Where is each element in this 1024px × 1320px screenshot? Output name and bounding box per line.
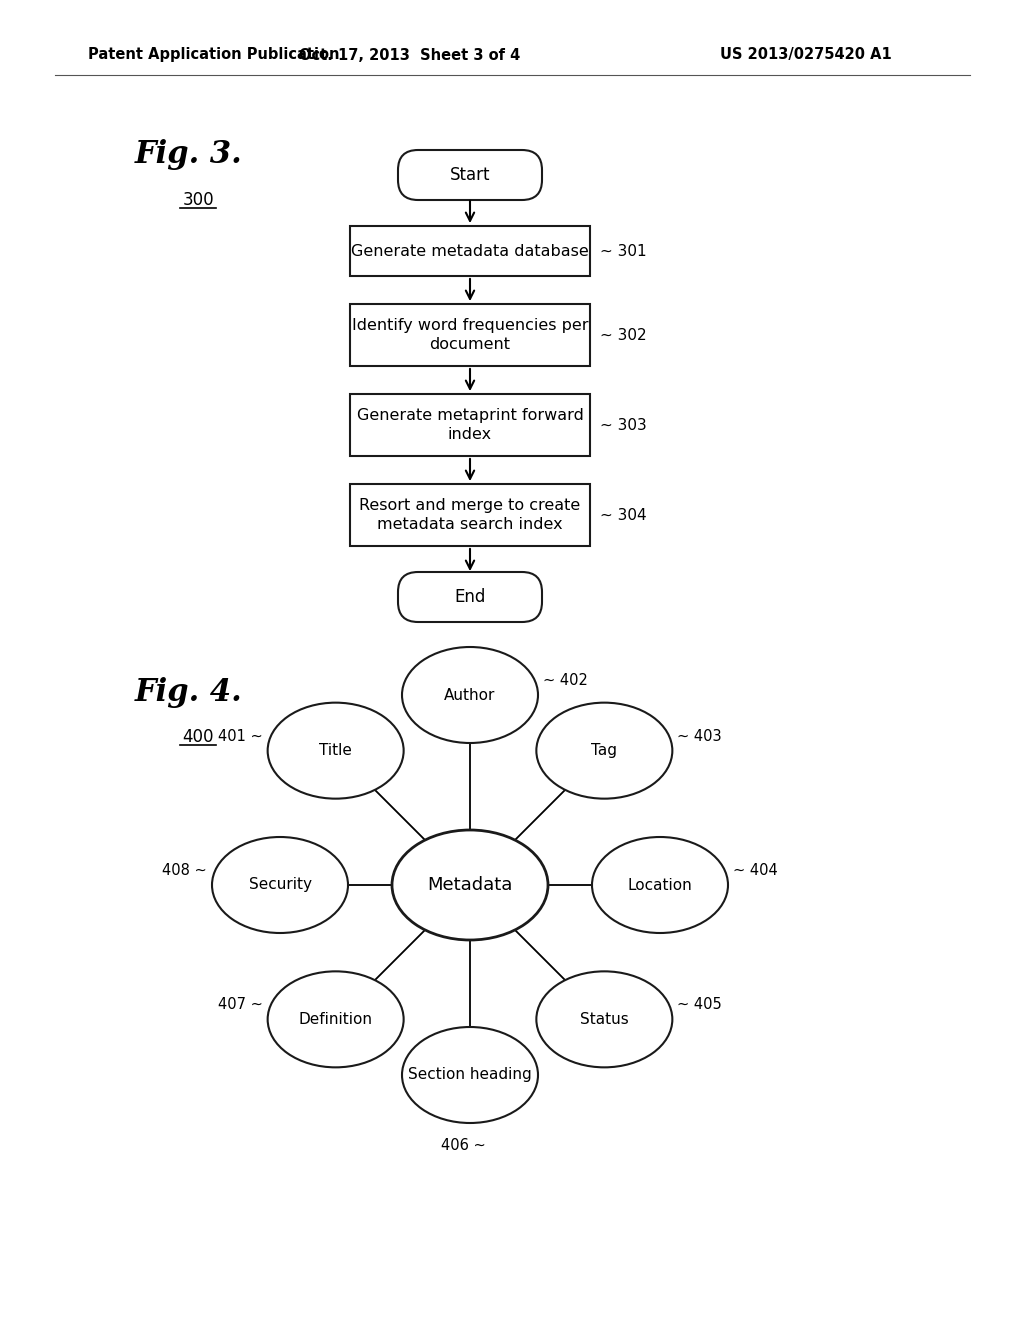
- Text: ∼ 403: ∼ 403: [677, 729, 722, 743]
- Text: ∼ 402: ∼ 402: [543, 673, 588, 688]
- Text: Start: Start: [450, 166, 490, 183]
- Ellipse shape: [392, 830, 548, 940]
- Text: Section heading: Section heading: [409, 1068, 531, 1082]
- Text: Generate metaprint forward
index: Generate metaprint forward index: [356, 408, 584, 442]
- Text: Fig. 3.: Fig. 3.: [135, 140, 243, 170]
- Text: ∼ 304: ∼ 304: [600, 507, 646, 523]
- Ellipse shape: [537, 702, 673, 799]
- Text: 300: 300: [182, 191, 214, 209]
- Text: US 2013/0275420 A1: US 2013/0275420 A1: [720, 48, 892, 62]
- Text: Oct. 17, 2013  Sheet 3 of 4: Oct. 17, 2013 Sheet 3 of 4: [299, 48, 520, 62]
- Text: Fig. 4.: Fig. 4.: [135, 677, 243, 709]
- Text: Security: Security: [249, 878, 311, 892]
- Ellipse shape: [267, 702, 403, 799]
- Text: Tag: Tag: [591, 743, 617, 758]
- Text: ∼ 404: ∼ 404: [733, 863, 778, 878]
- Text: Identify word frequencies per
document: Identify word frequencies per document: [352, 318, 588, 352]
- Text: 408 ∼: 408 ∼: [162, 863, 207, 878]
- FancyBboxPatch shape: [350, 484, 590, 546]
- Text: ∼ 302: ∼ 302: [600, 327, 646, 342]
- Text: Metadata: Metadata: [427, 876, 513, 894]
- Text: Location: Location: [628, 878, 692, 892]
- Text: 400: 400: [182, 729, 214, 746]
- Text: Title: Title: [319, 743, 352, 758]
- Ellipse shape: [537, 972, 673, 1068]
- FancyBboxPatch shape: [398, 572, 542, 622]
- Text: End: End: [455, 587, 485, 606]
- FancyBboxPatch shape: [350, 226, 590, 276]
- Text: Generate metadata database: Generate metadata database: [351, 243, 589, 259]
- Text: ∼ 301: ∼ 301: [600, 243, 646, 259]
- Text: 406 ∼: 406 ∼: [440, 1138, 485, 1152]
- Text: Resort and merge to create
metadata search index: Resort and merge to create metadata sear…: [359, 498, 581, 532]
- Ellipse shape: [267, 972, 403, 1068]
- Text: ∼ 405: ∼ 405: [677, 998, 722, 1012]
- Ellipse shape: [402, 1027, 538, 1123]
- Text: 407 ∼: 407 ∼: [218, 998, 262, 1012]
- Ellipse shape: [592, 837, 728, 933]
- FancyBboxPatch shape: [350, 304, 590, 366]
- FancyBboxPatch shape: [350, 393, 590, 455]
- Text: 401 ∼: 401 ∼: [218, 729, 262, 743]
- Text: ∼ 303: ∼ 303: [600, 417, 647, 433]
- Text: Author: Author: [444, 688, 496, 702]
- Ellipse shape: [402, 647, 538, 743]
- Text: Patent Application Publication: Patent Application Publication: [88, 48, 340, 62]
- Text: Status: Status: [580, 1012, 629, 1027]
- Text: Definition: Definition: [299, 1012, 373, 1027]
- Ellipse shape: [212, 837, 348, 933]
- FancyBboxPatch shape: [398, 150, 542, 201]
